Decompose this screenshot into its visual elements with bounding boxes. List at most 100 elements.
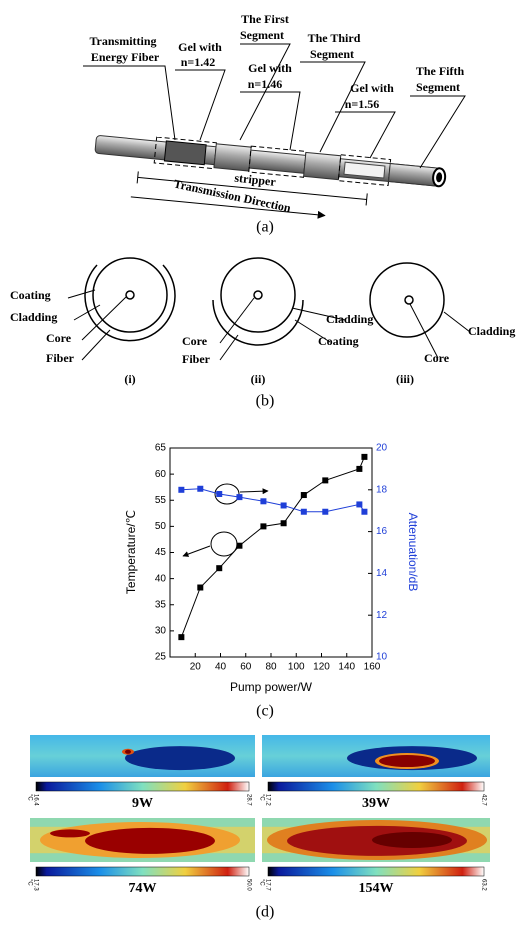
label: Segment <box>416 80 460 94</box>
x-tick-label: 20 <box>190 662 202 673</box>
label: Cladding <box>10 310 57 324</box>
y2-tick-label: 14 <box>376 568 388 579</box>
power-label: 74W <box>129 881 157 896</box>
hot-spot <box>372 832 452 848</box>
point <box>236 494 243 501</box>
point <box>236 542 243 549</box>
colorbar-min: 17.2 <box>264 794 270 806</box>
label: n=1.56 <box>345 97 380 111</box>
label: The Fifth <box>416 64 465 78</box>
hot-spot <box>50 829 90 838</box>
label: Segment <box>310 47 354 61</box>
point <box>197 485 204 492</box>
y2-tick-label: 20 <box>376 443 388 454</box>
x-tick-label: 100 <box>288 662 305 673</box>
annotation-arrow <box>182 545 211 557</box>
label: Core <box>424 351 450 365</box>
x-tick-label: 60 <box>240 662 252 673</box>
label: Energy Fiber <box>91 50 160 64</box>
colorbar <box>35 866 250 877</box>
y-tick-label: 40 <box>155 573 167 584</box>
label: The Third <box>308 31 361 45</box>
x-tick-label: 80 <box>265 662 277 673</box>
label: stripper <box>234 171 277 189</box>
power-label: 39W <box>362 796 390 811</box>
label: n=1.46 <box>248 77 283 91</box>
label: Gel with <box>178 40 222 54</box>
colorbar-unit: °C <box>258 879 264 886</box>
point <box>300 492 307 499</box>
y-tick-label: 25 <box>155 652 167 663</box>
x-tick-label: 40 <box>215 662 227 673</box>
power-label: 9W <box>132 796 153 811</box>
cross-leaders <box>67 289 471 361</box>
point <box>280 502 287 509</box>
colorbar-max: 63.2 <box>480 879 486 891</box>
colorbar-min: 17.3 <box>32 879 38 891</box>
colorbar-unit: °C <box>258 794 264 801</box>
point <box>322 508 329 515</box>
colorbar-min: 16.4 <box>32 794 38 806</box>
label: Segment <box>240 28 284 42</box>
y2-tick-label: 16 <box>376 526 388 537</box>
point <box>361 453 368 460</box>
plot-frame <box>169 447 373 658</box>
label: Fiber <box>46 351 75 365</box>
colorbar-max: 42.7 <box>480 794 486 806</box>
series-line <box>180 456 365 638</box>
label: Transmitting <box>89 34 156 48</box>
y2-tick-label: 10 <box>376 652 388 663</box>
x-tick-label: 160 <box>364 662 381 673</box>
hot-spot <box>85 827 215 854</box>
hot-spot <box>125 749 131 754</box>
y2-tick-label: 12 <box>376 610 388 621</box>
y-tick-label: 30 <box>155 626 167 637</box>
y-tick-label: 60 <box>155 469 167 480</box>
point <box>356 501 363 508</box>
y-tick-label: 55 <box>155 495 167 506</box>
fiber-diagram <box>94 135 447 219</box>
label: Coating <box>10 288 51 302</box>
point <box>260 498 267 505</box>
y-tick-label: 65 <box>155 443 167 454</box>
colorbar-unit: °C <box>26 794 32 801</box>
caption: (d) <box>256 904 275 921</box>
fiber-labels: Transmitting Energy Fiber Gel with n=1.4… <box>89 12 464 215</box>
caption: (c) <box>256 703 274 720</box>
cross-sections <box>84 257 445 346</box>
colorbar-max: 28.7 <box>245 794 251 806</box>
caption: (a) <box>256 219 274 236</box>
y2-tick-label: 18 <box>376 484 388 495</box>
colorbar-min: 17.7 <box>264 879 270 891</box>
point <box>322 477 329 484</box>
label: Core <box>46 331 72 345</box>
label: The First <box>241 12 289 26</box>
x-tick-label: 140 <box>338 662 355 673</box>
label: Coating <box>318 334 359 348</box>
point <box>300 508 307 515</box>
sub-caption: (i) <box>124 372 135 386</box>
annotation-arrow <box>239 488 269 495</box>
fiber-leaders <box>83 43 466 169</box>
power-label: 154W <box>359 881 394 896</box>
point <box>216 565 223 572</box>
colorbar <box>267 866 485 877</box>
label: Cladding <box>326 312 373 326</box>
chart: Pump power/W Temperature/℃ Attenuation/d… <box>124 443 420 695</box>
label: n=1.42 <box>181 55 216 69</box>
hot-spot <box>125 746 235 771</box>
label: Gel with <box>350 81 394 95</box>
sub-caption: (ii) <box>251 372 266 386</box>
series-line <box>181 488 365 513</box>
annotation-circle <box>214 483 240 505</box>
point <box>361 508 368 515</box>
colorbar-max: 50.0 <box>245 879 251 891</box>
cross-labels: Coating Cladding Core Fiber Core Fiber C… <box>10 288 515 366</box>
y-tick-label: 35 <box>155 599 167 610</box>
point <box>260 523 267 530</box>
point <box>178 634 185 641</box>
point <box>280 520 287 527</box>
point <box>178 486 185 493</box>
